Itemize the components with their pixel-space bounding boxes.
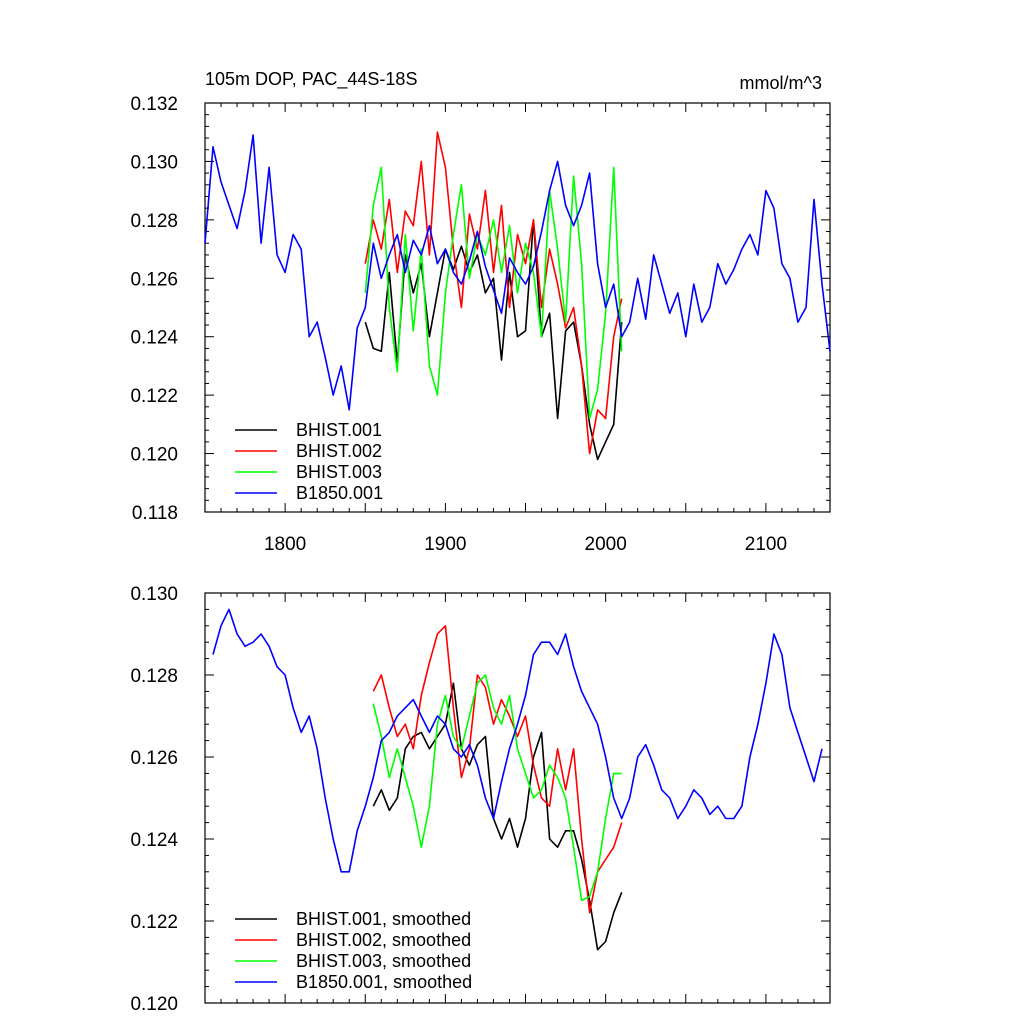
- y-tick-label: 0.126: [130, 748, 178, 769]
- legend-label: BHIST.002, smoothed: [296, 930, 471, 950]
- plot-frame: [204, 102, 831, 513]
- legend-label: BHIST.003: [296, 462, 382, 482]
- plot-frame: [204, 592, 831, 1004]
- series-line-4: [204, 134, 831, 411]
- y-tick-label: 0.128: [130, 211, 178, 232]
- legend-label: BHIST.001: [296, 420, 382, 440]
- legend-label: B1850.001, smoothed: [296, 972, 472, 992]
- y-tick-label: 0.118: [132, 503, 178, 524]
- x-tick-label: 2100: [745, 534, 787, 555]
- y-tick-label: 0.130: [130, 152, 178, 173]
- x-tick-label: 1900: [424, 534, 466, 555]
- chart-title: 105m DOP, PAC_44S-18S: [205, 69, 417, 90]
- y-tick-label: 0.130: [130, 584, 178, 605]
- series-line-2: [364, 131, 623, 455]
- x-tick-label: 2000: [585, 534, 627, 555]
- legend-label: B1850.001: [296, 483, 383, 503]
- y-tick-label: 0.124: [130, 328, 178, 349]
- units-label: mmol/m^3: [740, 73, 822, 93]
- y-tick-label: 0.120: [130, 445, 178, 466]
- y-tick-label: 0.126: [130, 269, 178, 290]
- legend-label: BHIST.002: [296, 441, 382, 461]
- bottom-panel: 0.120 0.122 0.124 0.126 0.128 0.130 BHIST.001,…: [130, 584, 831, 1015]
- y-tick-label: 0.122: [130, 912, 178, 933]
- x-tick-label: 1800: [264, 534, 306, 555]
- series-line-2: [372, 624, 623, 914]
- legend-label: BHIST.003, smoothed: [296, 951, 471, 971]
- series-line-3: [364, 166, 623, 420]
- series-line-3: [372, 674, 622, 902]
- y-tick-label: 0.128: [130, 666, 178, 687]
- legend-label: BHIST.001, smoothed: [296, 909, 471, 929]
- y-tick-label: 0.122: [130, 386, 178, 407]
- series-line-4: [212, 608, 823, 873]
- y-tick-label: 0.120: [130, 994, 178, 1015]
- top-panel: 1800 1900 2000 2100 0.118 0.120 0.122 0.124 0.12…: [130, 69, 831, 555]
- y-tick-label: 0.124: [130, 830, 178, 851]
- y-tick-label: 0.132: [130, 94, 178, 115]
